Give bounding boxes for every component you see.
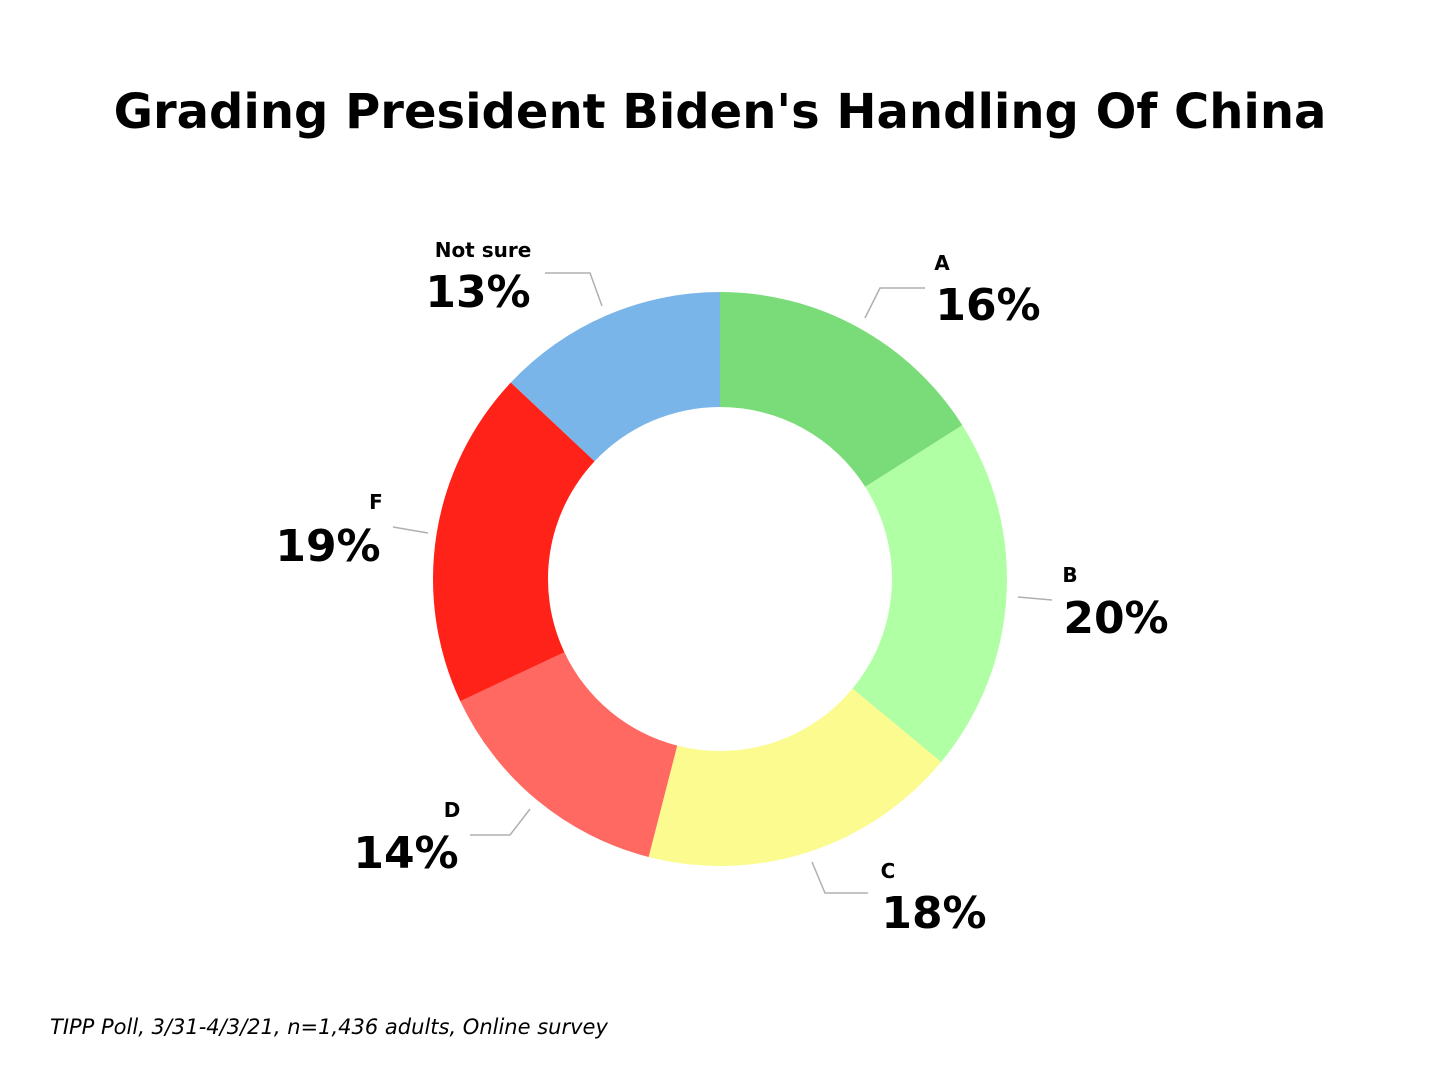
leader-line-c (811, 861, 868, 894)
source-note: TIPP Poll, 3/31-4/3/21, n=1,436 adults, … (50, 1015, 608, 1039)
leader-line-a (864, 287, 925, 319)
value-label-a: 16% (935, 280, 1040, 331)
slices-layer (433, 292, 1007, 866)
category-label-a: A (934, 251, 950, 275)
value-label-d: 14% (353, 828, 458, 879)
labels-layer: A 16% B 20% C 18% D 14% F 19% Not sure 13% (275, 238, 1168, 939)
category-label-c: C (881, 859, 896, 883)
slice-c (648, 688, 942, 866)
value-label-not-sure: 13% (425, 267, 530, 318)
category-label-f: F (369, 490, 383, 514)
value-label-c: 18% (881, 888, 986, 939)
chart-title: Grading President Biden's Handling Of Ch… (113, 84, 1327, 140)
slice-a (720, 292, 963, 487)
leader-line-f (392, 526, 429, 534)
leader-line-d (470, 808, 531, 836)
value-label-f: 19% (275, 521, 380, 572)
slice-d (460, 652, 678, 857)
category-label-b: B (1062, 563, 1077, 587)
category-label-not-sure: Not sure (435, 238, 532, 262)
leader-line-not-sure (545, 272, 603, 307)
value-label-b: 20% (1063, 593, 1168, 644)
slice-b (852, 425, 1007, 762)
slice-f (433, 382, 595, 702)
slice-not-sure (510, 292, 720, 462)
category-label-d: D (444, 798, 461, 822)
leader-line-b (1017, 596, 1053, 601)
